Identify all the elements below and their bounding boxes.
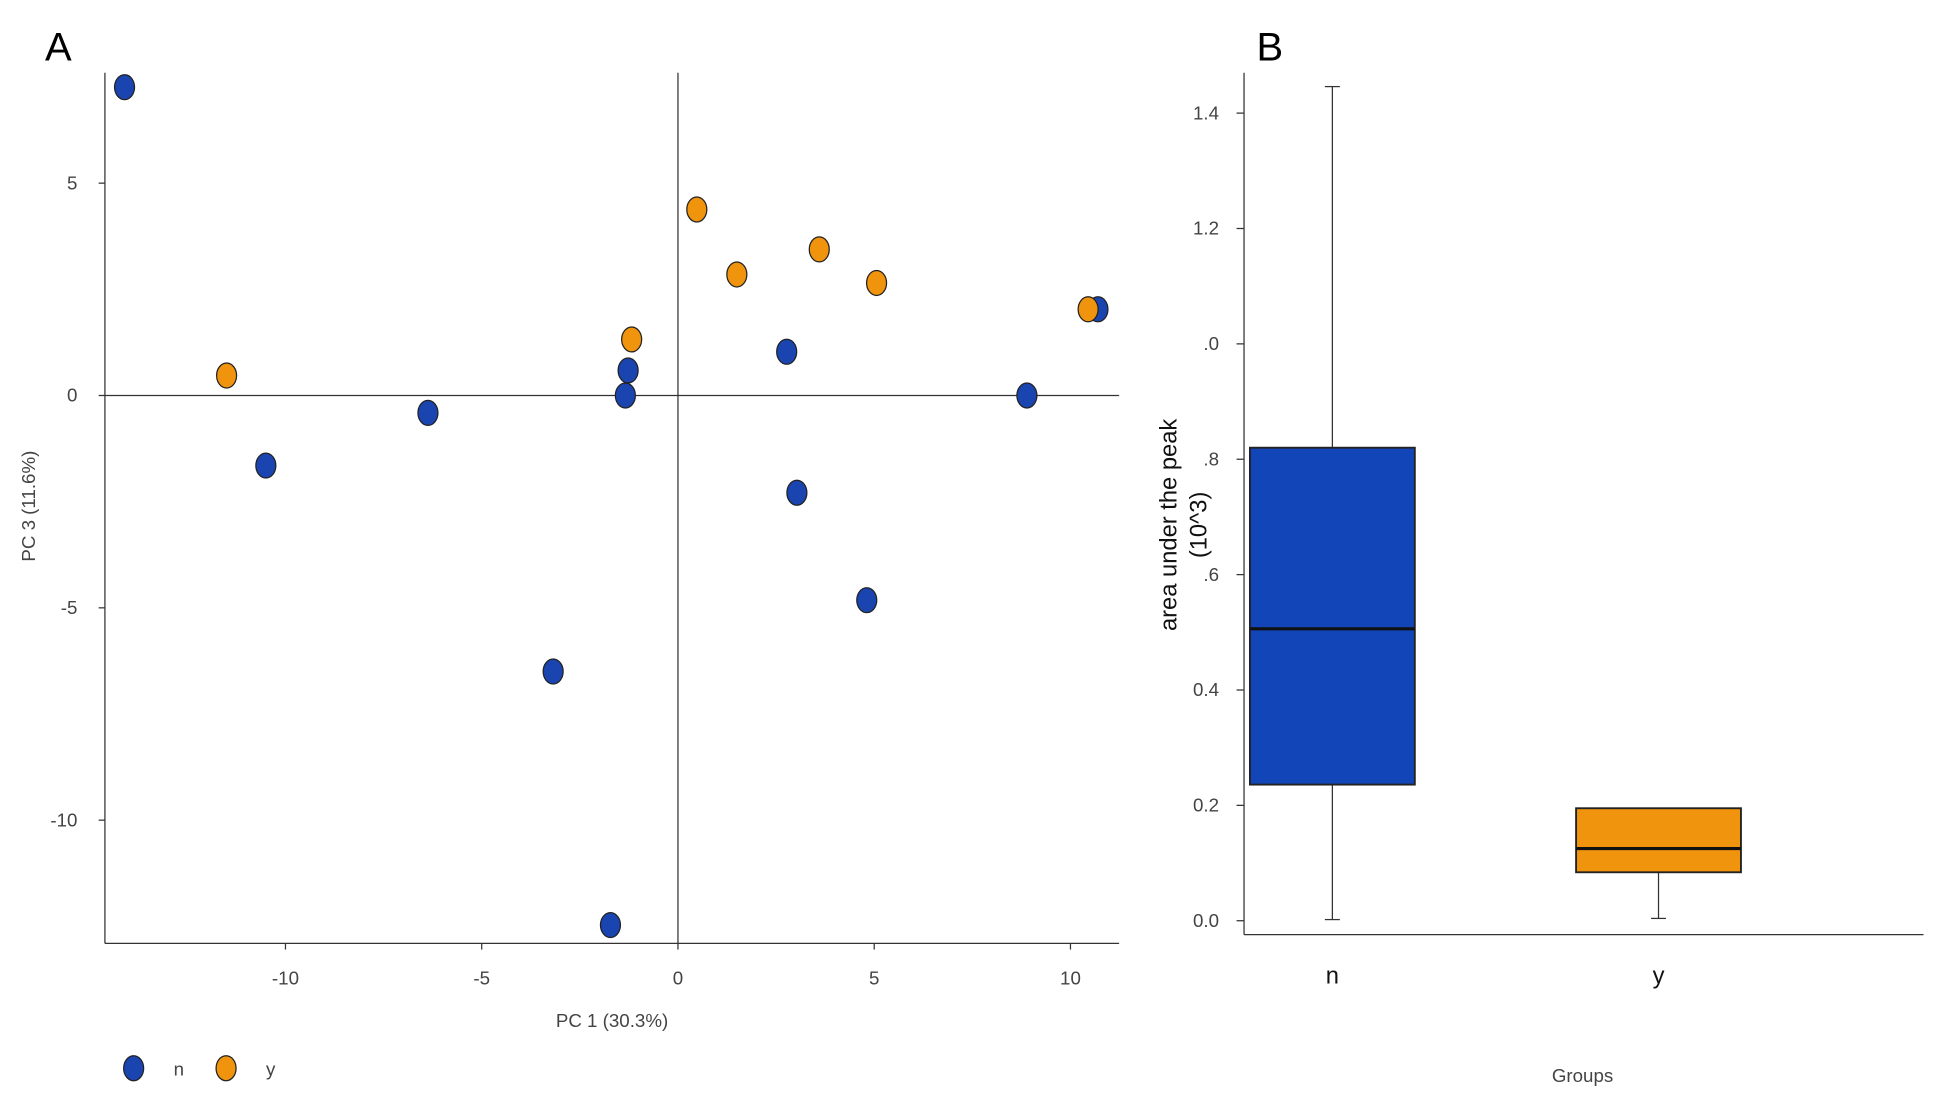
point [865,269,888,297]
point [808,236,830,263]
y-tick-label: -5 [61,597,78,618]
y-tick-label: 0.0 [1193,910,1219,931]
y-tick-label: 1.2 [1193,218,1219,239]
legend-label: n [174,1059,184,1080]
y-tick-label: 0.2 [1193,795,1219,816]
legend-swatch [123,1055,145,1082]
y-tick-label: 0 [67,385,77,406]
x-tick-label: 0 [673,968,683,989]
legend-swatch [215,1055,237,1082]
y-tick-label: .8 [1203,448,1219,469]
y-axis-label: (10^3) [1187,492,1213,559]
y-tick-label: .6 [1203,564,1219,585]
point [215,362,238,389]
box [1575,807,1742,874]
y-tick-label: .0 [1203,333,1219,354]
panel-label: A [45,25,72,69]
x-tick-label: 10 [1060,968,1081,989]
x-tick-label: -5 [473,968,490,989]
x-tick-label: y [1653,963,1665,989]
point [255,452,277,479]
point [726,261,748,288]
legend-label: y [266,1059,276,1080]
y-tick-label: -10 [50,809,77,830]
point [614,382,636,409]
point [617,357,639,384]
y-tick-label: 1.4 [1193,102,1219,123]
point [1016,382,1038,409]
point [417,399,439,427]
point [686,196,708,223]
x-tick-label: 5 [869,968,879,989]
point [776,338,798,365]
point [113,74,136,101]
point [621,326,643,353]
panel-label: B [1257,25,1284,69]
point [786,479,808,506]
point [599,911,622,939]
point [1077,296,1099,323]
x-tick-label: -10 [272,968,299,989]
y-axis-label: area under the peak [1157,419,1183,631]
y-axis-label: PC 3 (11.6%) [18,451,39,562]
x-tick-label: n [1326,963,1339,989]
point [542,658,564,685]
y-tick-label: 5 [67,172,77,193]
point [856,587,878,614]
x-axis-label: Groups [1552,1065,1613,1086]
y-tick-label: 0.4 [1193,679,1219,700]
x-axis-label: PC 1 (30.3%) [556,1010,668,1031]
box [1248,446,1416,786]
